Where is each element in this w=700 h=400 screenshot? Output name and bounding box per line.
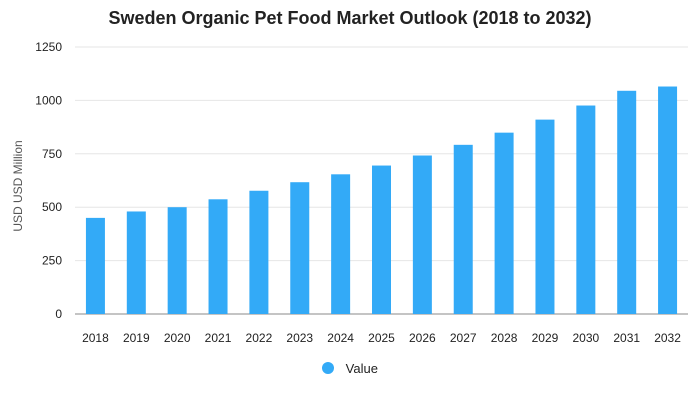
bar (453, 144, 473, 314)
bar (331, 174, 351, 314)
x-tick-label: 2023 (286, 331, 313, 345)
bar (617, 90, 637, 315)
y-axis-label: USD USD Million (11, 140, 25, 231)
x-tick-labels: 2018 2019 2020 2021 2022 2023 2024 2025 2026 2027… (82, 331, 681, 345)
y-tick-label: 750 (42, 147, 62, 161)
x-tick-label: 2029 (532, 331, 559, 345)
x-tick-label: 2027 (450, 331, 477, 345)
x-tick-label: 2024 (327, 331, 354, 345)
x-tick-label: 2031 (613, 331, 640, 345)
y-tick-label: 500 (42, 200, 62, 214)
bar (372, 165, 391, 314)
x-tick-label: 2018 (82, 331, 109, 345)
bar (249, 190, 269, 314)
bar (658, 86, 678, 315)
x-tick-label: 2032 (654, 331, 681, 345)
bar (412, 155, 432, 314)
bar (167, 207, 187, 314)
bar (85, 217, 105, 314)
bar (535, 119, 555, 315)
bar (290, 182, 310, 314)
y-tick-label: 0 (55, 307, 62, 321)
bar (208, 199, 228, 314)
y-tick-labels: 0 250 500 750 1000 1250 (35, 40, 62, 321)
bars (85, 86, 678, 315)
x-tick-label: 2026 (409, 331, 436, 345)
y-tick-label: 1000 (35, 93, 62, 107)
legend-swatch (322, 362, 335, 374)
x-tick-label: 2025 (368, 331, 395, 345)
y-tick-label: 250 (42, 254, 62, 268)
x-tick-label: 2022 (246, 331, 273, 345)
bar (494, 132, 514, 314)
chart-title: Sweden Organic Pet Food Market Outlook (… (108, 8, 592, 28)
x-tick-label: 2028 (491, 331, 518, 345)
x-tick-label: 2019 (123, 331, 150, 345)
bar (126, 211, 146, 314)
x-tick-label: 2021 (205, 331, 232, 345)
legend-label: Value (345, 361, 378, 376)
y-tick-label: 1250 (35, 40, 62, 54)
legend: Value (0, 361, 700, 376)
x-tick-label: 2030 (572, 331, 599, 345)
x-tick-label: 2020 (164, 331, 191, 345)
bar (576, 105, 596, 314)
